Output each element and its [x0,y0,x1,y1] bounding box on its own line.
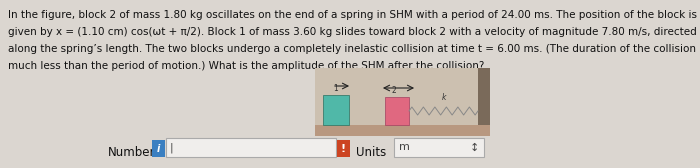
Bar [152,140,165,157]
Text: much less than the period of motion.) What is the amplitude of the SHM after the: much less than the period of motion.) Wh… [8,61,484,71]
Bar [323,95,349,125]
Text: i: i [157,143,160,154]
Text: 1: 1 [334,84,338,93]
Bar [394,138,484,157]
Text: Units: Units [356,145,386,158]
Bar [315,125,490,136]
Text: ↕: ↕ [469,142,479,153]
Text: along the spring’s length. The two blocks undergo a completely inelastic collisi: along the spring’s length. The two block… [8,44,700,54]
Bar [315,68,490,136]
Bar [385,97,409,125]
Text: |: | [170,142,174,153]
Bar [337,140,350,157]
Text: k: k [441,93,446,102]
Text: 2: 2 [391,86,396,95]
Bar [478,68,490,125]
Text: given by x = (1.10 cm) cos(ωt + π/2). Block 1 of mass 3.60 kg slides toward bloc: given by x = (1.10 cm) cos(ωt + π/2). Bl… [8,27,696,37]
Text: In the figure, block 2 of mass 1.80 kg oscillates on the end of a spring in SHM : In the figure, block 2 of mass 1.80 kg o… [8,10,697,20]
Text: !: ! [341,143,346,154]
Text: Number: Number [108,145,155,158]
Text: m: m [399,142,410,153]
Bar [166,138,336,157]
